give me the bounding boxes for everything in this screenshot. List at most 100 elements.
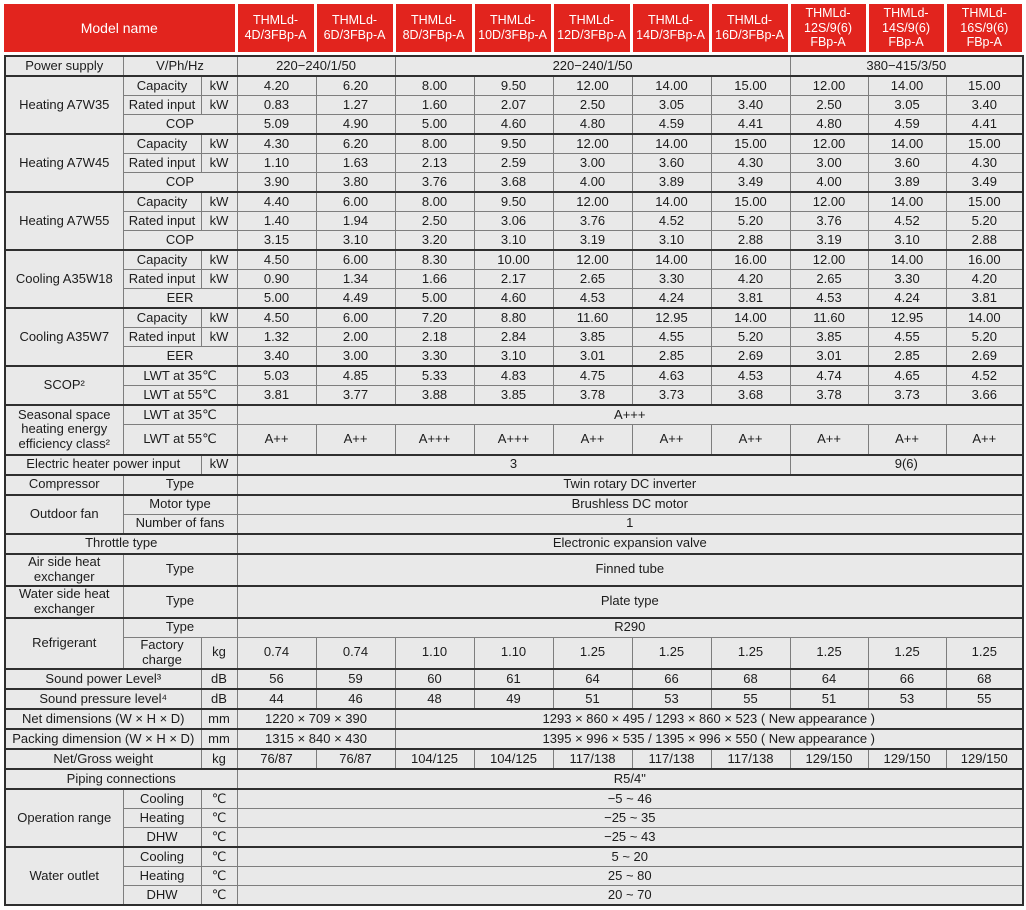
value-cell: 4.90 xyxy=(315,114,396,135)
value-cell: 3.10 xyxy=(473,230,554,251)
table-row: Net/Gross weight kg 76/87 76/87 104/125 104/1… xyxy=(4,748,1024,770)
value-cell: 5.00 xyxy=(394,288,475,309)
value-cell: 3.85 xyxy=(552,327,633,347)
value-cell: 5.03 xyxy=(236,365,317,386)
model-column-header: THMLd- 12D/3FBp-A xyxy=(550,4,632,52)
row-category-label: Seasonal space heating energy efficiency… xyxy=(4,404,124,455)
table-row: Refrigerant Type R290 xyxy=(4,616,1024,670)
value-cell: 1.25 xyxy=(789,636,869,670)
value-cell: 1220 × 709 × 390 xyxy=(236,708,396,730)
unit-label: kW xyxy=(200,307,238,328)
value-cell: 12.00 xyxy=(552,249,633,270)
value-cell: 3.10 xyxy=(867,230,947,251)
value-cell: 12.00 xyxy=(789,133,869,154)
unit-label: mm xyxy=(200,708,238,730)
row-sub-label: DHW xyxy=(122,885,202,906)
value-cell: 220−240/1/50 xyxy=(236,55,396,77)
value-cell: 5.20 xyxy=(945,327,1024,347)
value-cell: 2.88 xyxy=(945,230,1024,251)
table-row: Water outlet Cooling ℃ 5 ~ 20 xyxy=(4,846,1024,906)
value-cell: 3.60 xyxy=(631,153,712,173)
value-cell: 4.59 xyxy=(631,114,712,135)
value-cell: 0.74 xyxy=(315,636,396,670)
value-cell: 2.85 xyxy=(867,346,947,367)
value-cell: A++ xyxy=(710,424,791,455)
row-sub-label: V/Ph/Hz xyxy=(122,55,238,77)
value-cell: 8.00 xyxy=(394,133,475,154)
value-cell: A+++ xyxy=(236,404,1024,425)
value-cell: 3.06 xyxy=(473,211,554,231)
value-cell: 4.63 xyxy=(631,365,712,386)
value-cell: A++ xyxy=(236,424,317,455)
row-sub-label: Capacity xyxy=(122,133,202,154)
value-cell: 4.52 xyxy=(867,211,947,231)
row-sub-label: EER xyxy=(122,346,238,367)
value-cell: 2.85 xyxy=(631,346,712,367)
value-cell: 3.85 xyxy=(473,385,554,406)
value-cell: 1.10 xyxy=(236,153,317,173)
value-cell: 4.53 xyxy=(789,288,869,309)
unit-label: kg xyxy=(200,636,238,670)
table-row: EER 3.40 3.00 3.30 3.10 3.01 2.85 2.69 3.01 2.85 2… xyxy=(5,346,1024,367)
value-cell: 4.80 xyxy=(789,114,869,135)
unit-label: kW xyxy=(200,249,238,270)
value-cell: 0.90 xyxy=(236,269,317,289)
value-cell: 4.30 xyxy=(236,133,317,154)
value-cell: 3.76 xyxy=(552,211,633,231)
row-sub-label: EER xyxy=(122,288,238,309)
unit-label: dB xyxy=(200,668,238,690)
value-cell: 15.00 xyxy=(945,75,1024,96)
table-row: Factory charge kg 0.74 0.74 1.10 1.10 1.25 1.25… xyxy=(5,636,1024,670)
model-column-header: THMLd- 14S/9(6) FBp-A xyxy=(865,4,946,52)
value-cell: 1.10 xyxy=(473,636,554,670)
value-cell: 3.90 xyxy=(236,172,317,193)
row-sub-label: LWT at 55℃ xyxy=(122,385,238,406)
value-cell: 3.00 xyxy=(315,346,396,367)
value-cell: 4.59 xyxy=(867,114,947,135)
unit-label: kg xyxy=(200,748,238,770)
table-row: Number of fans 1 xyxy=(5,513,1024,534)
value-cell: 104/125 xyxy=(473,748,554,770)
value-cell: 4.85 xyxy=(315,365,396,386)
row-category-label: Operation range xyxy=(4,788,124,848)
value-cell: 3.89 xyxy=(631,172,712,193)
table-row: COP 5.09 4.90 5.00 4.60 4.80 4.59 4.41 4.80 4.59 4… xyxy=(5,114,1024,135)
value-cell: 2.07 xyxy=(473,95,554,115)
value-cell: 1.25 xyxy=(867,636,947,670)
value-cell: 8.80 xyxy=(473,307,554,328)
value-cell: 61 xyxy=(473,668,554,690)
value-cell: 6.00 xyxy=(315,249,396,270)
value-cell: 55 xyxy=(710,688,791,710)
row-category-label: Net dimensions (W × H × D) xyxy=(4,708,202,730)
value-cell: 3.00 xyxy=(789,153,869,173)
unit-label: kW xyxy=(200,95,238,115)
row-category-label: Cooling A35W18 xyxy=(4,249,124,309)
value-cell: 4.53 xyxy=(710,365,791,386)
value-cell: 2.84 xyxy=(473,327,554,347)
row-category-label: Water outlet xyxy=(4,846,124,906)
table-row: Sound pressure level⁴ dB 44 46 48 49 51 53 55 51 5… xyxy=(4,688,1024,710)
row-sub-label: LWT at 35℃ xyxy=(122,365,238,386)
row-category-label: Heating A7W35 xyxy=(4,75,124,135)
value-cell: Brushless DC motor xyxy=(236,493,1024,515)
value-cell: 4.00 xyxy=(552,172,633,193)
value-cell: 8.30 xyxy=(394,249,475,270)
value-cell: 4.24 xyxy=(631,288,712,309)
value-cell: 3.60 xyxy=(867,153,947,173)
value-cell: 2.88 xyxy=(710,230,791,251)
row-category-label: Net/Gross weight xyxy=(4,748,202,770)
table-row: Seasonal space heating energy efficiency… xyxy=(4,404,1024,455)
unit-label: kW xyxy=(200,453,238,475)
value-cell: 68 xyxy=(945,668,1024,690)
value-cell: 16.00 xyxy=(710,249,791,270)
value-cell: 3.40 xyxy=(945,95,1024,115)
row-sub-label: Heating xyxy=(122,866,202,886)
value-cell: 1.10 xyxy=(394,636,475,670)
row-category-label: Electric heater power input xyxy=(4,453,202,475)
value-cell: 2.50 xyxy=(394,211,475,231)
value-cell: 14.00 xyxy=(945,307,1024,328)
spec-sheet: Model name THMLd- 4D/3FBp-A THMLd- 6D/3FBp… xyxy=(4,4,1025,906)
value-cell: 2.00 xyxy=(315,327,396,347)
value-cell: 51 xyxy=(789,688,869,710)
value-cell: 44 xyxy=(236,688,317,710)
